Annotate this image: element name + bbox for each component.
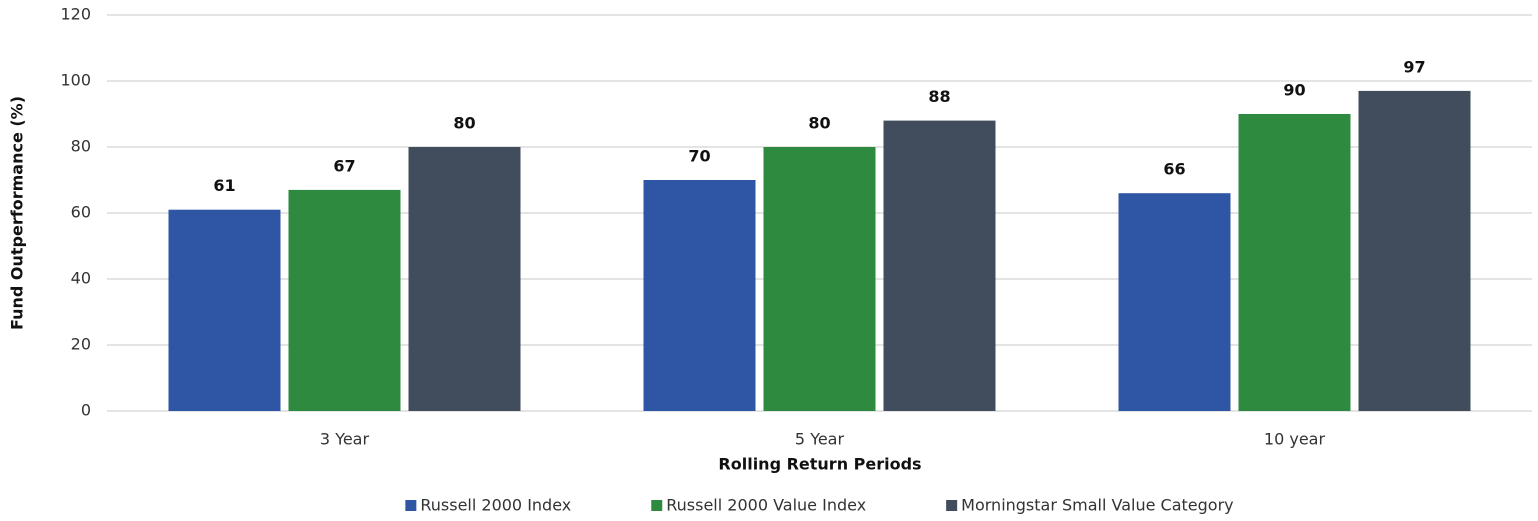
bar [643, 180, 756, 411]
x-axis-label: Rolling Return Periods [718, 455, 921, 474]
bar [1238, 114, 1351, 411]
bar [763, 147, 876, 411]
data-label: 67 [333, 156, 355, 175]
data-label: 97 [1403, 57, 1425, 76]
bar [1358, 90, 1471, 412]
data-label: 90 [1283, 81, 1305, 100]
data-label: 80 [808, 114, 830, 133]
data-label: 61 [213, 176, 235, 195]
legend-swatch [946, 500, 958, 511]
data-label: 66 [1163, 160, 1185, 179]
y-axis-label: Fund Outperformance (%) [8, 96, 27, 330]
y-tick-label: 80 [71, 137, 91, 156]
bar [408, 147, 521, 411]
y-tick-label: 60 [71, 203, 91, 222]
data-label: 88 [928, 87, 950, 106]
legend-label: Russell 2000 Index [420, 496, 571, 515]
bar [883, 120, 996, 411]
y-tick-label: 0 [81, 401, 91, 420]
bar [288, 189, 401, 411]
y-tick-label: 40 [71, 269, 91, 288]
legend-swatch [651, 500, 663, 511]
data-label: 70 [688, 147, 710, 166]
x-tick-label: 10 year [1264, 430, 1326, 449]
x-tick-label: 5 Year [795, 430, 845, 449]
y-tick-label: 100 [60, 71, 91, 90]
y-tick-label: 120 [60, 5, 91, 24]
legend-label: Morningstar Small Value Category [961, 496, 1233, 515]
data-label: 80 [453, 114, 475, 133]
bar [168, 209, 281, 411]
y-tick-label: 20 [71, 335, 91, 354]
legend-label: Russell 2000 Value Index [666, 496, 866, 515]
legend-swatch [405, 500, 417, 511]
x-tick-label: 3 Year [320, 430, 370, 449]
bar [1118, 193, 1231, 411]
